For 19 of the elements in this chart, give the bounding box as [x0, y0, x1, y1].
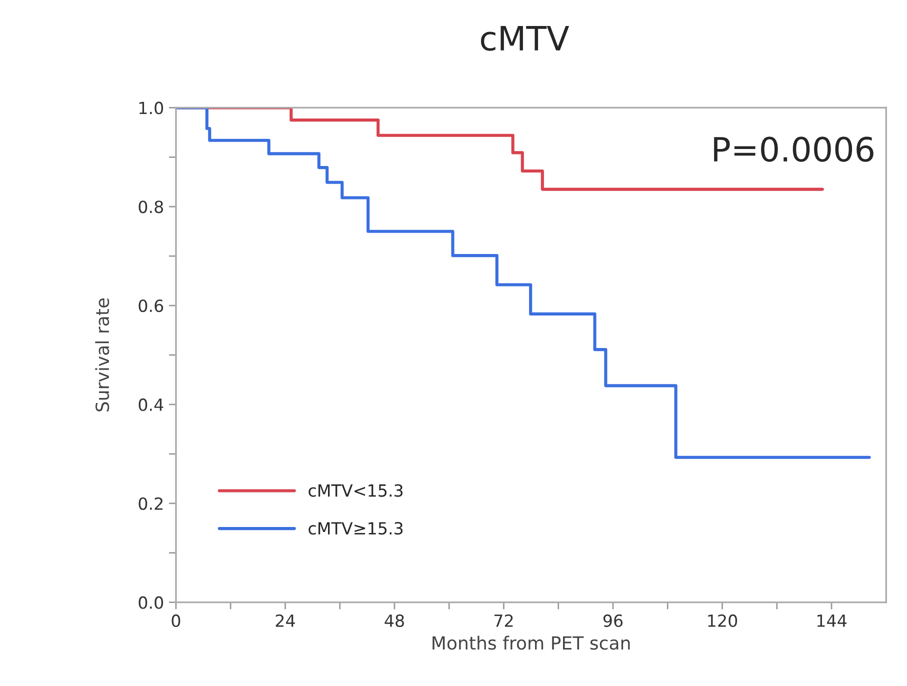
legend-label: cMTV<15.3: [308, 484, 403, 497]
chart-title: cMTV: [480, 26, 570, 51]
x-axis-title: Months from PET scan: [432, 636, 630, 650]
x-tick-label: 120: [708, 614, 738, 628]
y-tick-label: 0.4: [138, 398, 164, 412]
x-tick-label: 96: [603, 614, 623, 628]
y-tick-label: 0.2: [138, 497, 162, 510]
y-tick-label: 0.0: [138, 596, 164, 609]
y-tick-label: 0.8: [138, 200, 164, 214]
x-tick-label: 144: [817, 614, 846, 627]
y-axis-title: Survival rate: [95, 298, 110, 412]
x-tick-label: 24: [276, 614, 295, 627]
y-tick-label: 0.6: [138, 300, 164, 312]
legend-label: cMTV≥15.3: [308, 522, 403, 535]
annotation: P=0.0006: [714, 136, 874, 162]
x-tick-label: 0: [172, 614, 180, 628]
y-tick-label: 1.0: [139, 102, 164, 114]
x-tick-label: 72: [494, 614, 513, 627]
x-tick-label: 48: [384, 614, 404, 628]
